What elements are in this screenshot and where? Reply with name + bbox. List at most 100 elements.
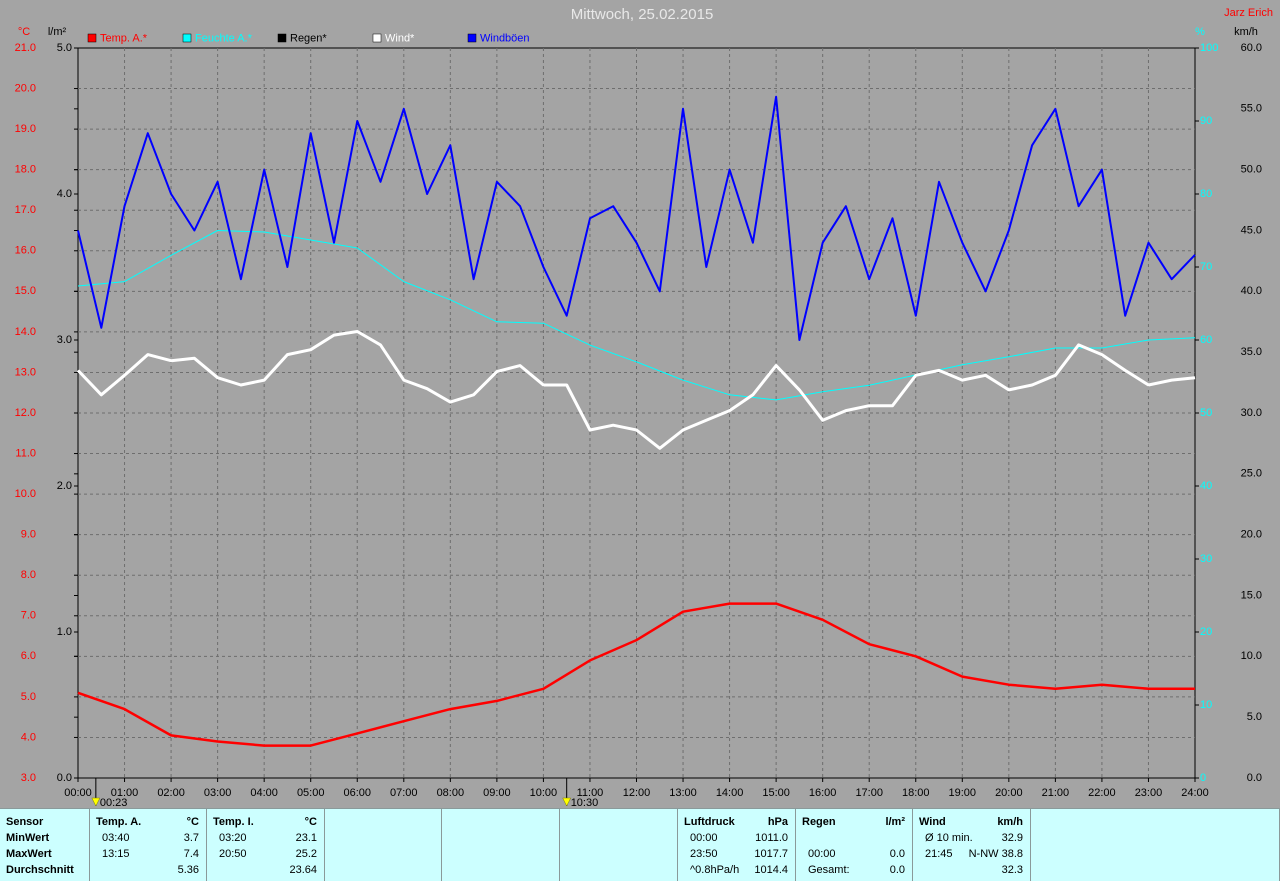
- annotation-label: 00:23: [100, 797, 128, 808]
- table-cell: Temp. I.: [213, 816, 254, 828]
- y-tick-label: 2.0: [57, 480, 72, 492]
- annotation-marker: [562, 797, 572, 807]
- summary-table: Sensor MinWert MaxWert Durchschnitt Temp. A.…: [0, 808, 1280, 881]
- legend-swatch: [182, 33, 192, 43]
- y-tick-label: 10: [1200, 699, 1212, 711]
- table-panel: [1031, 808, 1280, 881]
- x-tick-label: 16:00: [809, 787, 837, 799]
- y-tick-label: 45.0: [1241, 224, 1262, 236]
- legend-swatch: [277, 33, 287, 43]
- y-tick-label: 18.0: [15, 164, 36, 176]
- y-tick-label: 9.0: [21, 529, 36, 541]
- y-tick-label: 20.0: [15, 82, 36, 94]
- y-tick-label: 50.0: [1241, 164, 1262, 176]
- table-cell: 32.9: [1001, 832, 1023, 844]
- y-tick-label: 70: [1200, 261, 1212, 273]
- y-tick-label: 14.0: [15, 326, 36, 338]
- x-tick-label: 22:00: [1088, 787, 1116, 799]
- table-cell: 1014.4: [754, 864, 788, 876]
- y-tick-label: 10.0: [15, 488, 36, 500]
- y-tick-label: 19.0: [15, 123, 36, 135]
- table-cell: 03:20: [219, 832, 247, 844]
- x-tick-label: 07:00: [390, 787, 418, 799]
- x-tick-label: 12:00: [623, 787, 651, 799]
- x-tick-label: 20:00: [995, 787, 1023, 799]
- y-tick-label: 6.0: [21, 650, 36, 662]
- y-tick-label: 11.0: [15, 447, 36, 459]
- y-tick-label: 40.0: [1241, 285, 1262, 297]
- y3-axis-unit: %: [1195, 26, 1205, 38]
- x-tick-label: 02:00: [157, 787, 185, 799]
- table-panel: [0, 808, 90, 881]
- y2-axis-unit: l/m²: [48, 26, 67, 38]
- table-cell: 3.7: [183, 832, 199, 844]
- table-cell: N-NW 38.8: [968, 848, 1023, 860]
- legend-swatch: [372, 33, 382, 43]
- x-tick-label: 14:00: [716, 787, 744, 799]
- table-cell: 21:45: [925, 848, 953, 860]
- table-cell: °C: [304, 816, 317, 828]
- table-cell: 0.0: [889, 864, 905, 876]
- table-cell: hPa: [767, 816, 788, 828]
- y-tick-label: 8.0: [21, 569, 36, 581]
- y-tick-label: 40: [1200, 480, 1212, 492]
- series-line: [77, 602, 1195, 747]
- table-cell: Gesamt:: [808, 864, 850, 876]
- y-tick-label: 13.0: [15, 366, 36, 378]
- series-line: [77, 230, 1196, 401]
- y-tick-label: 15.0: [15, 285, 36, 297]
- x-tick-label: 09:00: [483, 787, 511, 799]
- y-tick-label: 55.0: [1241, 103, 1262, 115]
- table-panel: [207, 808, 325, 881]
- x-tick-label: 04:00: [250, 787, 278, 799]
- y-tick-label: 80: [1200, 188, 1212, 200]
- table-panel: [442, 808, 560, 881]
- x-tick-label: 01:00: [111, 787, 139, 799]
- table-cell: Ø 10 min.: [925, 832, 973, 844]
- y-tick-label: 12.0: [15, 407, 36, 419]
- table-cell: Temp. A.: [96, 816, 142, 828]
- table-cell: l/m²: [885, 816, 905, 828]
- y-tick-label: 10.0: [1241, 650, 1262, 662]
- annotation-label: 10:30: [571, 797, 599, 808]
- legend-label: Regen*: [290, 32, 327, 44]
- y-tick-label: 16.0: [15, 245, 36, 257]
- x-tick-label: 06:00: [343, 787, 371, 799]
- table-cell: Sensor: [6, 816, 44, 828]
- table-cell: 00:00: [808, 848, 836, 860]
- chart: Mittwoch, 25.02.2015 Jarz Erich °C l/m² …: [15, 6, 1273, 808]
- y-tick-label: 20: [1200, 626, 1212, 638]
- table-cell: Durchschnitt: [6, 864, 74, 876]
- y-tick-label: 50: [1200, 407, 1212, 419]
- x-tick-label: 17:00: [855, 787, 883, 799]
- table-cell: ^0.8hPa/h: [690, 864, 740, 876]
- y-tick-label: 4.0: [21, 731, 36, 743]
- y-tick-label: 20.0: [1241, 529, 1262, 541]
- x-tick-label: 08:00: [437, 787, 465, 799]
- table-panel: [913, 808, 1031, 881]
- table-panel: [796, 808, 913, 881]
- table-cell: MinWert: [6, 832, 50, 844]
- chart-title: Mittwoch, 25.02.2015: [571, 6, 714, 23]
- table-cell: Regen: [802, 816, 836, 828]
- table-cell: Wind: [919, 816, 946, 828]
- table-cell: 23:50: [690, 848, 718, 860]
- table-cell: 32.3: [1001, 864, 1023, 876]
- y-tick-label: 5.0: [1247, 711, 1262, 723]
- y4-axis-unit: km/h: [1234, 26, 1258, 38]
- y-tick-label: 0: [1200, 772, 1206, 784]
- x-tick-label: 23:00: [1135, 787, 1163, 799]
- y-axis-unit: °C: [18, 26, 30, 38]
- table-panel: [325, 808, 442, 881]
- legend-label: Wind*: [385, 32, 415, 44]
- table-cell: 20:50: [219, 848, 247, 860]
- table-cell: 23.1: [295, 832, 317, 844]
- x-tick-label: 03:00: [204, 787, 232, 799]
- table-cell: 1017.7: [754, 848, 788, 860]
- table-panel: [678, 808, 796, 881]
- series-line: [76, 330, 1196, 450]
- legend-swatch: [87, 33, 97, 43]
- author: Jarz Erich: [1224, 7, 1273, 19]
- x-tick-label: 13:00: [669, 787, 697, 799]
